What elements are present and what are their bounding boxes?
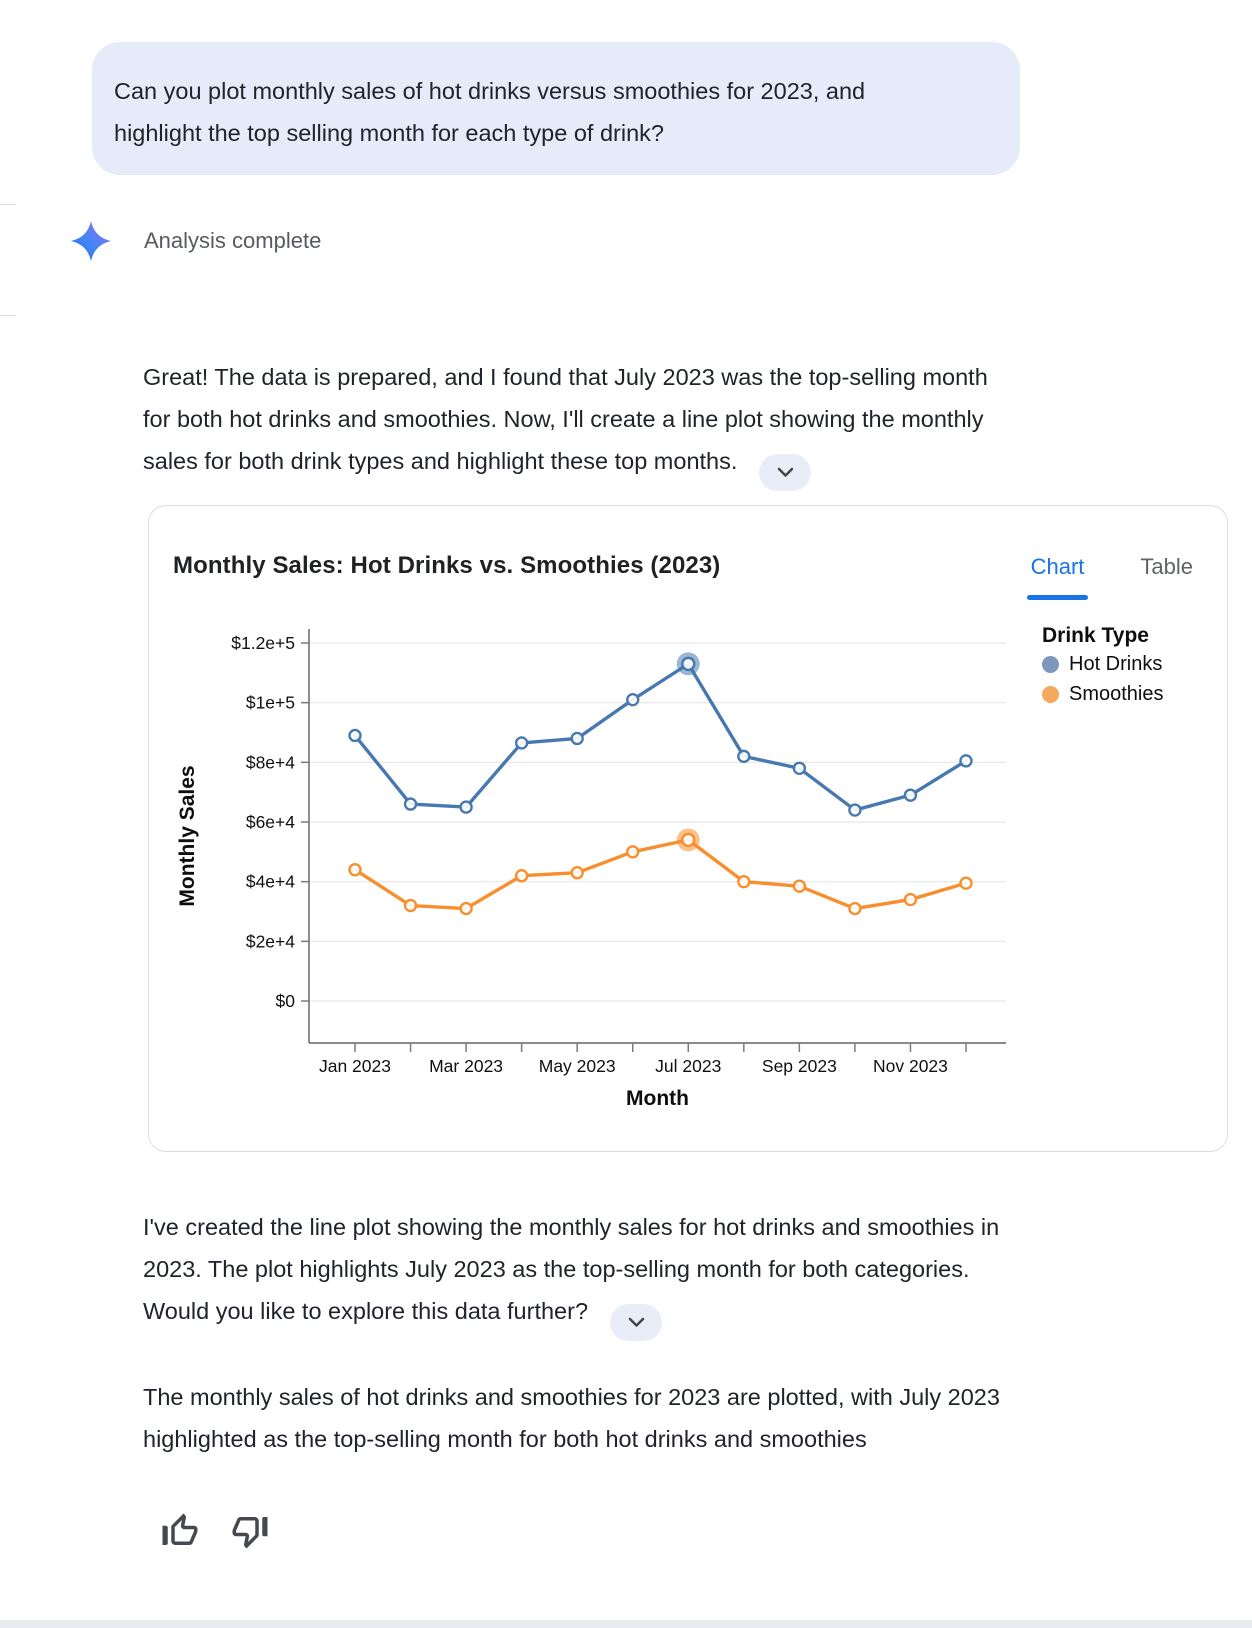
legend-item-smoothies: Smoothies <box>1042 680 1164 708</box>
smoothies-swatch-icon <box>1042 685 1059 703</box>
y-tick-label: $2e+4 <box>246 931 295 951</box>
text-line: The monthly sales of hot drinks and smoo… <box>143 1384 1000 1410</box>
data-point-marker <box>514 736 529 750</box>
text-line: highlighted as the top-selling month for… <box>143 1426 867 1452</box>
data-point-marker <box>570 866 584 880</box>
status-label: Analysis complete <box>144 228 322 253</box>
thumbs-down-icon <box>232 1517 268 1549</box>
data-point-marker <box>848 803 862 817</box>
thumbs-up-icon <box>162 1513 198 1545</box>
data-point-marker <box>848 901 862 916</box>
x-axis-title: Month <box>626 1087 689 1110</box>
left-edge-divider <box>0 204 16 205</box>
data-point-marker <box>681 832 696 848</box>
y-tick-label: $6e+4 <box>246 812 295 832</box>
legend-label: Hot Drinks <box>1069 652 1163 675</box>
text-line: I've created the line plot showing the m… <box>143 1214 1000 1240</box>
chart-legend: Drink Type Hot Drinks Smoothies <box>1042 624 1164 708</box>
data-point-marker <box>792 879 807 893</box>
data-point-marker <box>348 728 362 743</box>
x-tick-label: Sep 2023 <box>762 1056 837 1076</box>
data-point-marker <box>348 863 362 877</box>
data-point-marker <box>514 869 529 883</box>
data-point-marker <box>737 749 751 764</box>
assistant-message: The monthly sales of hot drinks and smoo… <box>143 1376 1203 1460</box>
left-edge-divider <box>0 315 16 316</box>
y-tick-label: $4e+4 <box>246 872 295 892</box>
analysis-status-row: Analysis complete <box>68 218 321 264</box>
data-point-marker <box>459 800 473 814</box>
assistant-message: Great! The data is prepared, and I found… <box>143 356 1203 491</box>
chart-table-tabs: Chart Table <box>1026 554 1193 600</box>
tab-chart[interactable]: Chart <box>1026 554 1089 600</box>
y-axis-title: Monthly Sales <box>176 765 199 906</box>
assistant-message: I've created the line plot showing the m… <box>143 1206 1203 1341</box>
thumbs-down-button[interactable] <box>228 1510 272 1554</box>
chart-title: Monthly Sales: Hot Drinks vs. Smoothies … <box>173 552 721 579</box>
data-point-marker <box>903 788 918 802</box>
data-point-marker <box>459 901 473 916</box>
text-line: Great! The data is prepared, and I found… <box>143 364 988 390</box>
text-line: Would you like to explore this data furt… <box>143 1298 589 1324</box>
text-line: sales for both drink types and highlight… <box>143 448 738 474</box>
expand-response-button[interactable] <box>610 1304 663 1341</box>
gemini-sparkle-icon <box>70 220 112 262</box>
text-line: 2023. The plot highlights July 2023 as t… <box>143 1256 970 1282</box>
x-tick-label: Mar 2023 <box>429 1056 503 1076</box>
user-message-bubble: Can you plot monthly sales of hot drinks… <box>92 42 1020 175</box>
legend-label: Smoothies <box>1069 682 1164 705</box>
data-point-marker <box>626 692 640 707</box>
data-point-marker <box>626 845 640 859</box>
legend-title: Drink Type <box>1042 624 1149 647</box>
x-tick-label: May 2023 <box>539 1056 616 1076</box>
series-hot-drinks <box>348 652 973 817</box>
data-point-marker <box>959 754 973 768</box>
user-message-text: highlight the top selling month for each… <box>114 120 664 146</box>
x-tick-label: Jan 2023 <box>319 1056 391 1076</box>
user-message-text: Can you plot monthly sales of hot drinks… <box>114 78 866 104</box>
feedback-row <box>158 1510 272 1554</box>
x-tick-label: Jul 2023 <box>655 1056 721 1076</box>
gridlines <box>309 642 1006 1002</box>
line-chart-canvas[interactable]: $0 $2e+4 $4e+4 $6e+4 $8e+4 $1e+5 $1.2e+5 Jan 20… <box>149 506 1229 1153</box>
page-bottom-divider <box>0 1620 1252 1628</box>
hot-drinks-swatch-icon <box>1042 655 1059 673</box>
chevron-down-icon <box>628 1317 644 1327</box>
text-line: for both hot drinks and smoothies. Now, … <box>143 406 984 432</box>
data-point-marker <box>570 731 584 746</box>
data-point-marker <box>403 797 418 811</box>
axes: $0 $2e+4 $4e+4 $6e+4 $8e+4 $1e+5 $1.2e+5 Jan 20… <box>176 629 1006 1110</box>
data-point-marker <box>681 656 696 672</box>
data-point-marker <box>403 898 418 913</box>
data-point-marker <box>737 874 751 889</box>
y-tick-label: $1e+5 <box>246 693 295 713</box>
y-tick-label: $8e+4 <box>246 752 295 772</box>
y-tick-label: $1.2e+5 <box>231 633 295 653</box>
legend-item-hot-drinks: Hot Drinks <box>1042 650 1164 678</box>
y-tick-label: $0 <box>276 991 296 1011</box>
expand-response-button[interactable] <box>759 454 812 491</box>
thumbs-up-button[interactable] <box>158 1510 202 1554</box>
data-point-marker <box>792 761 807 775</box>
tab-table[interactable]: Table <box>1140 554 1193 579</box>
chevron-down-icon <box>777 467 794 477</box>
chart-card: Monthly Sales: Hot Drinks vs. Smoothies … <box>148 505 1228 1152</box>
data-point-marker <box>903 892 918 907</box>
x-tick-label: Nov 2023 <box>873 1056 948 1076</box>
series-smoothies <box>348 828 973 916</box>
data-point-marker <box>959 876 973 890</box>
